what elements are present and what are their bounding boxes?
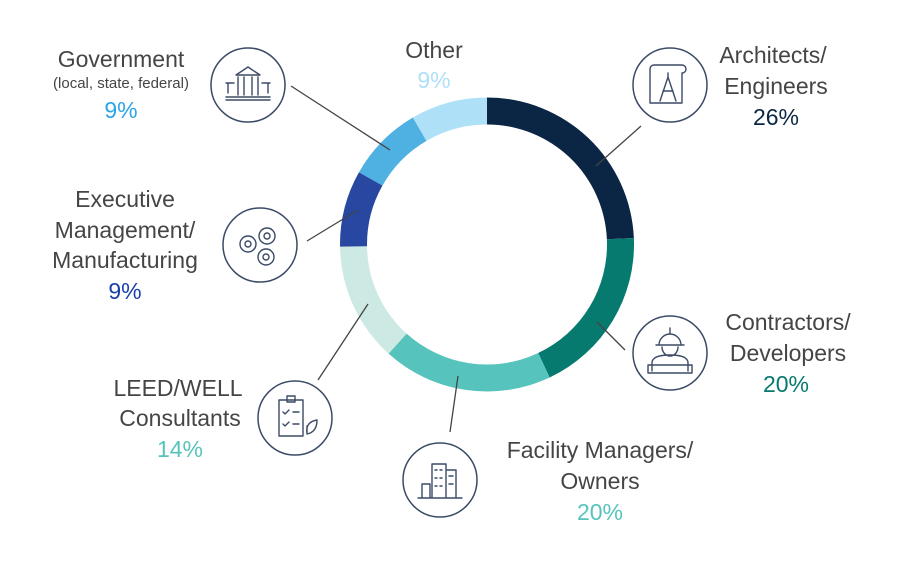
pct-label: 26% <box>753 104 799 130</box>
pct-label: 9% <box>104 97 137 123</box>
government-building-icon <box>210 47 286 123</box>
pct-label: 20% <box>577 499 623 525</box>
donut-segment-architects <box>487 97 634 240</box>
label-line: Consultants <box>119 405 240 431</box>
label-line: Facility Managers/ <box>507 437 694 463</box>
donut-segment-other <box>412 97 487 141</box>
label-government: Government (local, state, federal) 9% <box>53 46 189 123</box>
label-other: Other 9% <box>405 37 463 93</box>
donut-segment-leed-well <box>340 246 407 354</box>
donut-segment-government <box>358 117 427 186</box>
label-line: Architects/ <box>719 42 827 68</box>
leader-line-architects <box>595 125 642 167</box>
label-facility: Facility Managers/ Owners 20% <box>507 437 694 525</box>
label-line: LEED/WELL <box>113 375 242 401</box>
checklist-leaf-icon <box>257 380 333 456</box>
donut-segments <box>340 97 635 392</box>
leader-line-facility <box>449 375 459 433</box>
gears-icon <box>222 207 298 283</box>
label-architects: Architects/ Engineers 26% <box>719 42 827 130</box>
pct-label: 14% <box>157 436 203 462</box>
donut-segment-facility-managers <box>388 333 550 392</box>
leader-line-government <box>290 85 391 151</box>
label-line: Management/ <box>55 217 196 243</box>
leader-line-leed <box>317 303 369 381</box>
leader-line-executive <box>306 209 359 242</box>
label-line: Developers <box>730 340 846 366</box>
construction-worker-icon <box>632 315 708 391</box>
label-line: Government <box>58 46 185 72</box>
leader-line-contractors <box>596 321 626 351</box>
label-line: Other <box>405 37 463 63</box>
label-contractors: Contractors/ Developers 20% <box>725 309 851 397</box>
label-subtitle: (local, state, federal) <box>53 75 189 92</box>
label-executive: Executive Management/ Manufacturing 9% <box>52 186 198 304</box>
label-line: Executive <box>75 186 175 212</box>
label-line: Manufacturing <box>52 247 198 273</box>
pct-label: 9% <box>417 67 450 93</box>
label-line: Engineers <box>724 73 828 99</box>
buildings-icon <box>402 442 478 518</box>
donut-segment-contractors <box>538 238 635 378</box>
pct-label: 9% <box>108 278 141 304</box>
label-line: Owners <box>560 468 639 494</box>
label-leed: LEED/WELL Consultants 14% <box>113 375 242 462</box>
blueprint-compass-icon <box>632 47 708 123</box>
label-line: Contractors/ <box>725 309 851 335</box>
pct-label: 20% <box>763 371 809 397</box>
donut-segment-executive <box>340 172 383 247</box>
